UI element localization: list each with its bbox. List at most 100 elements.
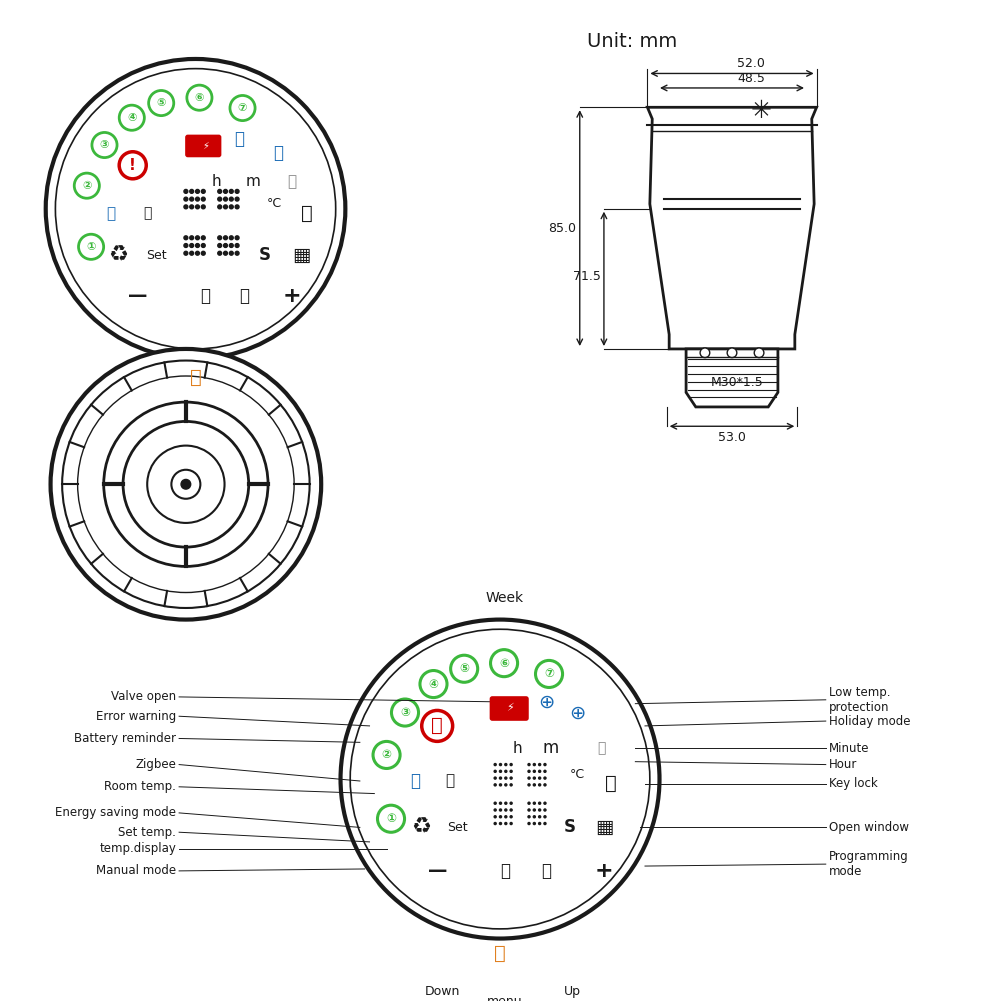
Text: Holiday mode: Holiday mode: [829, 715, 910, 728]
Circle shape: [493, 783, 496, 787]
Circle shape: [510, 783, 513, 787]
Circle shape: [528, 770, 531, 773]
Circle shape: [104, 402, 268, 567]
Circle shape: [229, 197, 233, 201]
Text: temp.display: temp.display: [99, 842, 176, 855]
Text: Manual mode: Manual mode: [96, 865, 176, 878]
Circle shape: [218, 236, 221, 239]
Text: S: S: [259, 246, 271, 264]
Text: ✳: ✳: [751, 99, 772, 123]
Text: ⑦: ⑦: [238, 103, 247, 113]
Text: ①: ①: [386, 812, 396, 825]
Text: ⑥: ⑥: [499, 657, 510, 670]
Circle shape: [505, 802, 508, 805]
Text: Error warning: Error warning: [96, 710, 176, 723]
Text: ⛽: ⛽: [272, 144, 282, 162]
Circle shape: [544, 815, 547, 819]
Text: ②: ②: [381, 749, 391, 762]
Circle shape: [78, 234, 104, 259]
Circle shape: [498, 763, 503, 767]
Circle shape: [538, 808, 542, 812]
Circle shape: [538, 770, 542, 773]
Text: ③: ③: [400, 706, 410, 719]
Circle shape: [78, 376, 294, 593]
Text: 53.0: 53.0: [718, 431, 746, 444]
Circle shape: [421, 711, 452, 742]
Circle shape: [92, 132, 117, 157]
Circle shape: [544, 783, 547, 787]
Circle shape: [510, 770, 513, 773]
Text: 🔒: 🔒: [606, 775, 617, 794]
Text: ⓘ: ⓘ: [431, 717, 443, 736]
Circle shape: [235, 189, 239, 193]
Text: —: —: [128, 286, 147, 305]
Text: 🏠: 🏠: [189, 368, 201, 387]
Text: +: +: [283, 285, 301, 305]
Text: Set: Set: [447, 821, 467, 834]
Circle shape: [235, 243, 239, 247]
Circle shape: [195, 243, 199, 247]
Polygon shape: [648, 107, 817, 349]
Circle shape: [510, 777, 513, 780]
Text: h: h: [513, 741, 523, 756]
Circle shape: [51, 349, 321, 620]
Text: ♻: ♻: [108, 245, 128, 265]
Circle shape: [544, 808, 547, 812]
Text: ②: ②: [82, 180, 91, 190]
Text: Battery reminder: Battery reminder: [74, 732, 176, 745]
Text: ⊕: ⊕: [570, 704, 586, 723]
Circle shape: [498, 770, 503, 773]
Circle shape: [505, 783, 508, 787]
Text: Energy saving mode: Energy saving mode: [55, 807, 176, 820]
Circle shape: [340, 620, 660, 939]
Circle shape: [187, 85, 212, 110]
Circle shape: [195, 236, 199, 239]
Circle shape: [123, 421, 248, 548]
Circle shape: [498, 822, 503, 825]
Text: ⑤: ⑤: [156, 98, 166, 108]
Text: m: m: [246, 174, 261, 189]
Circle shape: [493, 770, 496, 773]
Text: Down: Down: [424, 985, 459, 998]
Circle shape: [190, 243, 193, 247]
Circle shape: [533, 808, 537, 812]
Circle shape: [218, 251, 221, 255]
Text: ⚡: ⚡: [202, 141, 208, 151]
Text: Open window: Open window: [829, 821, 909, 834]
Circle shape: [195, 205, 199, 209]
Circle shape: [190, 197, 193, 201]
Text: Week: Week: [485, 592, 524, 606]
Circle shape: [230, 95, 255, 120]
Circle shape: [201, 251, 205, 255]
Text: ▦: ▦: [292, 245, 311, 264]
Circle shape: [493, 777, 496, 780]
Circle shape: [190, 189, 193, 193]
Text: Unit: mm: Unit: mm: [587, 32, 678, 51]
Circle shape: [229, 189, 233, 193]
Circle shape: [510, 815, 513, 819]
Circle shape: [201, 243, 205, 247]
Circle shape: [119, 105, 144, 130]
Circle shape: [533, 815, 537, 819]
Circle shape: [538, 822, 542, 825]
Text: Room temp.: Room temp.: [104, 781, 176, 794]
Circle shape: [201, 197, 205, 201]
Circle shape: [544, 763, 547, 767]
Text: 48.5: 48.5: [738, 72, 766, 85]
Circle shape: [74, 173, 99, 198]
Circle shape: [528, 808, 531, 812]
Text: ①: ①: [86, 242, 96, 252]
Text: Low temp.
protection: Low temp. protection: [829, 686, 890, 714]
Circle shape: [350, 630, 650, 929]
Circle shape: [190, 236, 193, 239]
Circle shape: [528, 763, 531, 767]
Text: m: m: [543, 739, 559, 757]
Circle shape: [493, 802, 496, 805]
Text: Minute: Minute: [829, 742, 869, 755]
Circle shape: [181, 479, 191, 489]
Text: Key lock: Key lock: [829, 778, 878, 791]
Circle shape: [218, 205, 221, 209]
Circle shape: [544, 802, 547, 805]
Circle shape: [229, 251, 233, 255]
Circle shape: [505, 808, 508, 812]
